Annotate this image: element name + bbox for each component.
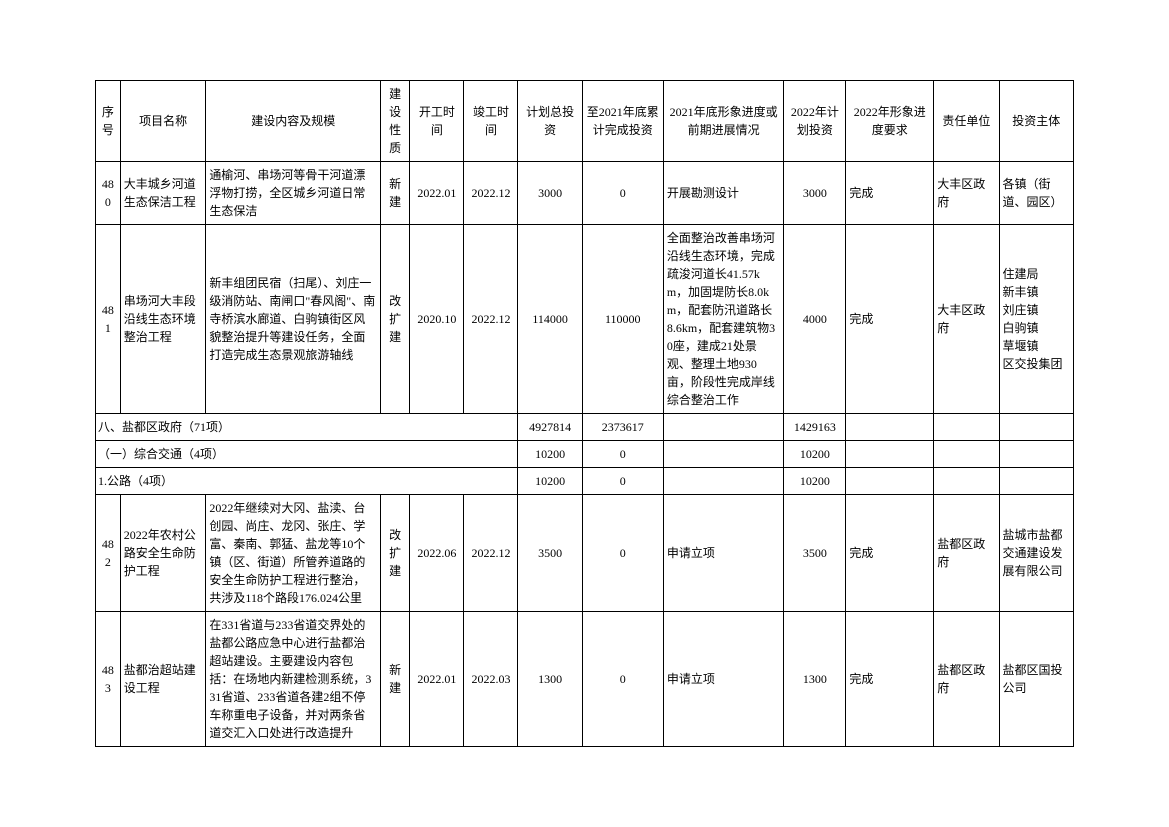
cell: 2373617 (582, 414, 663, 441)
cell: 1429163 (784, 414, 846, 441)
cell-name: 大丰城乡河道生态保洁工程 (120, 162, 206, 225)
cell-name: 盐都治超站建设工程 (120, 612, 206, 747)
cell-plan: 3000 (784, 162, 846, 225)
cell-total: 3000 (518, 162, 582, 225)
cell (846, 414, 934, 441)
cell-seq: 482 (96, 495, 121, 612)
section-label: （一）综合交通（4项） (96, 441, 518, 468)
cell-content: 通榆河、串场河等骨干河道漂浮物打捞，全区城乡河道日常生态保洁 (206, 162, 381, 225)
cell-req: 完成 (846, 495, 934, 612)
cell-name: 串场河大丰段沿线生态环境整治工程 (120, 225, 206, 414)
cell-plan: 3500 (784, 495, 846, 612)
cell-investor: 住建局新丰镇刘庄镇白驹镇草堰镇区交投集团 (999, 225, 1073, 414)
cell-unit: 盐都区政府 (934, 612, 999, 747)
cell (999, 414, 1073, 441)
cell: 10200 (784, 441, 846, 468)
cell-progress: 全面整治改善串场河沿线生态环境，完成疏浚河道长41.57km，加固堤防长8.0k… (663, 225, 784, 414)
table-row: 4822022年农村公路安全生命防护工程2022年继续对大冈、盐渎、台创园、尚庄… (96, 495, 1074, 612)
header-progress: 2021年底形象进度或前期进展情况 (663, 81, 784, 162)
header-cum: 至2021年底累计完成投资 (582, 81, 663, 162)
cell-nature: 改扩建 (381, 495, 410, 612)
header-unit: 责任单位 (934, 81, 999, 162)
cell (663, 441, 784, 468)
header-end: 竣工时间 (464, 81, 518, 162)
cell-end: 2022.12 (464, 225, 518, 414)
cell-total: 1300 (518, 612, 582, 747)
header-plan: 2022年计划投资 (784, 81, 846, 162)
cell-progress: 开展勘测设计 (663, 162, 784, 225)
cell-investor: 盐城市盐都交通建设发展有限公司 (999, 495, 1073, 612)
cell (999, 441, 1073, 468)
table-row: 480大丰城乡河道生态保洁工程通榆河、串场河等骨干河道漂浮物打捞，全区城乡河道日… (96, 162, 1074, 225)
header-start: 开工时间 (410, 81, 464, 162)
cell-cum: 0 (582, 495, 663, 612)
header-nature: 建设性质 (381, 81, 410, 162)
cell-seq: 481 (96, 225, 121, 414)
cell-total: 3500 (518, 495, 582, 612)
cell-cum: 110000 (582, 225, 663, 414)
table-row: 八、盐都区政府（71项）49278142373617 1429163 (96, 414, 1074, 441)
header-investor: 投资主体 (999, 81, 1073, 162)
cell-req: 完成 (846, 225, 934, 414)
cell (934, 414, 999, 441)
cell-progress: 申请立项 (663, 612, 784, 747)
cell-unit: 大丰区政府 (934, 225, 999, 414)
cell-nature: 新建 (381, 612, 410, 747)
table-header-row: 序号 项目名称 建设内容及规模 建设性质 开工时间 竣工时间 计划总投资 至20… (96, 81, 1074, 162)
cell-start: 2020.10 (410, 225, 464, 414)
cell (663, 414, 784, 441)
cell: 0 (582, 468, 663, 495)
cell: 10200 (518, 468, 582, 495)
cell-name: 2022年农村公路安全生命防护工程 (120, 495, 206, 612)
cell-content: 2022年继续对大冈、盐渎、台创园、尚庄、龙冈、张庄、学富、秦南、郭猛、盐龙等1… (206, 495, 381, 612)
cell-plan: 1300 (784, 612, 846, 747)
cell-end: 2022.12 (464, 495, 518, 612)
cell: 10200 (784, 468, 846, 495)
cell: 0 (582, 441, 663, 468)
cell-nature: 新建 (381, 162, 410, 225)
cell (663, 468, 784, 495)
cell-cum: 0 (582, 612, 663, 747)
cell: 4927814 (518, 414, 582, 441)
cell-seq: 480 (96, 162, 121, 225)
cell-content: 在331省道与233省道交界处的盐都公路应急中心进行盐都治超站建设。主要建设内容… (206, 612, 381, 747)
header-seq: 序号 (96, 81, 121, 162)
cell (999, 468, 1073, 495)
header-req: 2022年形象进度要求 (846, 81, 934, 162)
cell-seq: 483 (96, 612, 121, 747)
projects-table: 序号 项目名称 建设内容及规模 建设性质 开工时间 竣工时间 计划总投资 至20… (95, 80, 1074, 747)
header-content: 建设内容及规模 (206, 81, 381, 162)
cell-end: 2022.12 (464, 162, 518, 225)
header-total: 计划总投资 (518, 81, 582, 162)
cell-start: 2022.06 (410, 495, 464, 612)
cell-plan: 4000 (784, 225, 846, 414)
cell-content: 新丰组团民宿（扫尾）、刘庄一级消防站、南闸口"春风阁"、南寺桥滨水廊道、白驹镇街… (206, 225, 381, 414)
table-row: （一）综合交通（4项）10200010200 (96, 441, 1074, 468)
cell: 10200 (518, 441, 582, 468)
cell (846, 441, 934, 468)
cell-unit: 盐都区政府 (934, 495, 999, 612)
cell-nature: 改扩建 (381, 225, 410, 414)
cell-unit: 大丰区政府 (934, 162, 999, 225)
table-row: 483盐都治超站建设工程在331省道与233省道交界处的盐都公路应急中心进行盐都… (96, 612, 1074, 747)
section-label: 八、盐都区政府（71项） (96, 414, 518, 441)
cell-start: 2022.01 (410, 612, 464, 747)
cell-start: 2022.01 (410, 162, 464, 225)
cell-progress: 申请立项 (663, 495, 784, 612)
section-label: 1.公路（4项） (96, 468, 518, 495)
cell-total: 114000 (518, 225, 582, 414)
cell-end: 2022.03 (464, 612, 518, 747)
cell (846, 468, 934, 495)
cell (934, 441, 999, 468)
table-row: 481串场河大丰段沿线生态环境整治工程新丰组团民宿（扫尾）、刘庄一级消防站、南闸… (96, 225, 1074, 414)
cell-investor: 各镇（街道、园区） (999, 162, 1073, 225)
cell-cum: 0 (582, 162, 663, 225)
header-name: 项目名称 (120, 81, 206, 162)
cell-investor: 盐都区国投公司 (999, 612, 1073, 747)
cell (934, 468, 999, 495)
table-row: 1.公路（4项）10200010200 (96, 468, 1074, 495)
cell-req: 完成 (846, 612, 934, 747)
cell-req: 完成 (846, 162, 934, 225)
